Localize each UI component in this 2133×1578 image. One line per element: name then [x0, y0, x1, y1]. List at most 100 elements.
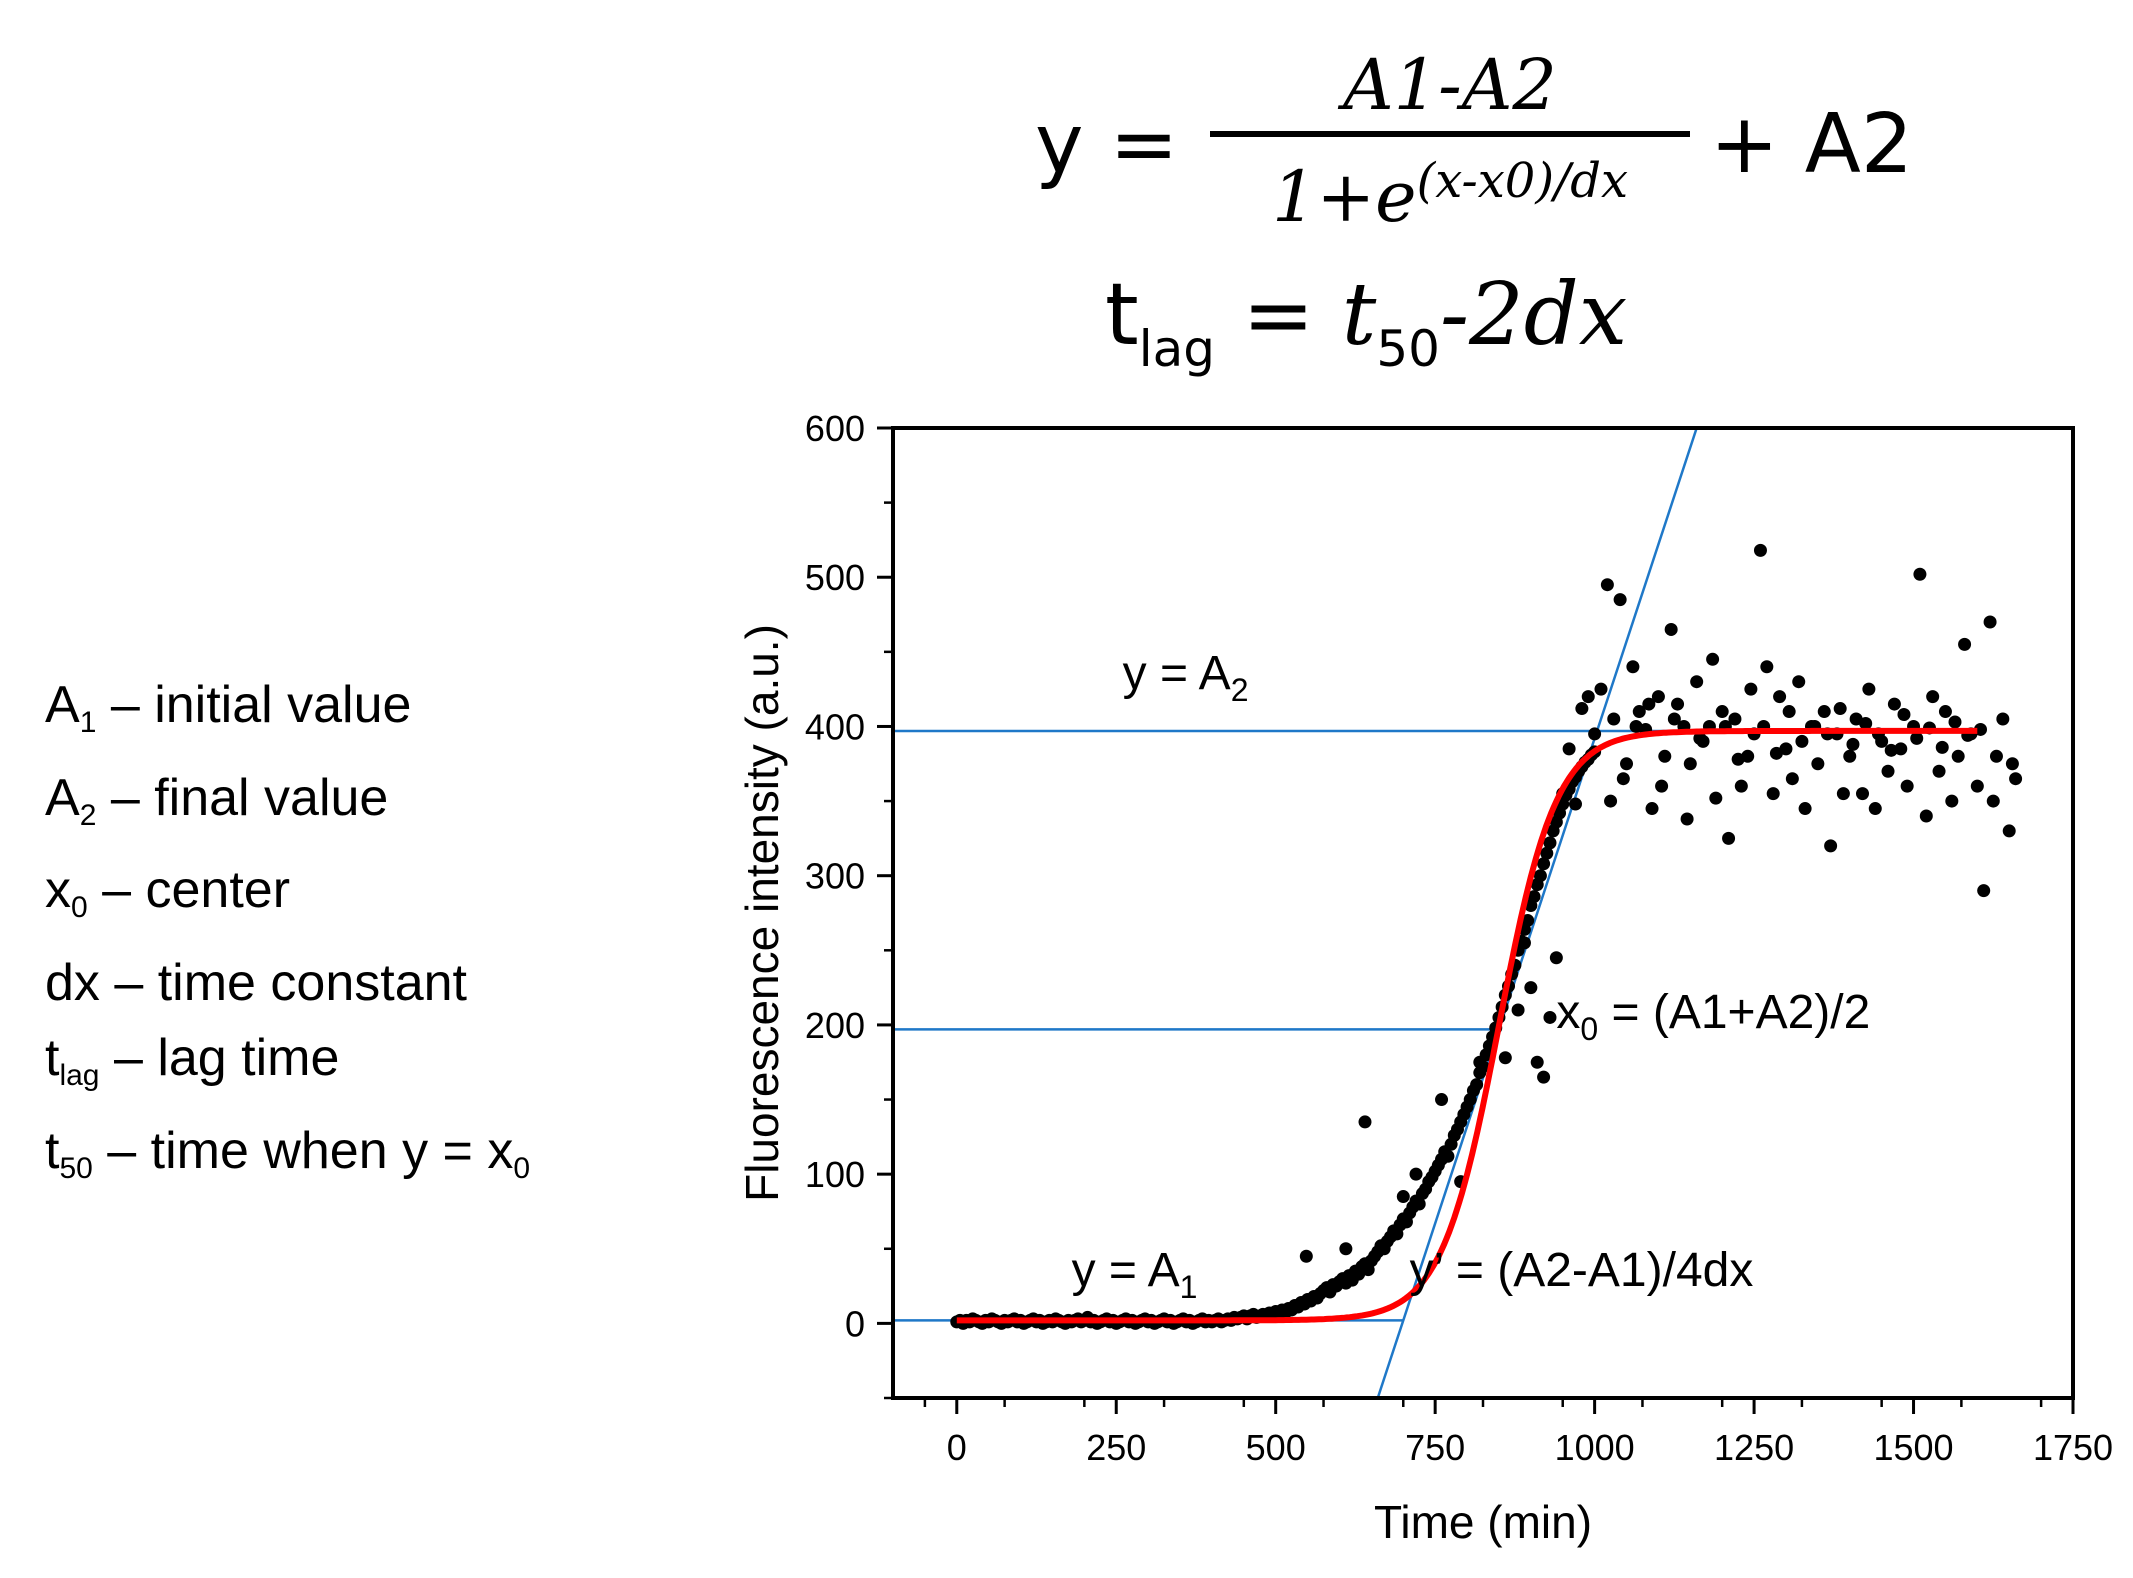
data-point: [1996, 712, 2010, 726]
data-point: [1881, 764, 1895, 778]
data-point: [1521, 913, 1535, 927]
data-point: [1667, 712, 1681, 726]
data-point: [1651, 690, 1665, 704]
x-tick-label: 1000: [1555, 1427, 1635, 1468]
data-point: [1620, 757, 1634, 771]
data-point: [1798, 802, 1812, 816]
data-point: [1473, 1055, 1487, 1069]
data-point: [1683, 757, 1697, 771]
data-point: [1856, 787, 1870, 801]
data-point: [1658, 749, 1672, 763]
legend-symbol: A: [45, 768, 80, 827]
data-point: [1970, 779, 1984, 793]
data-point: [1932, 764, 1946, 778]
legend-row-t50: t50 – time when y = x0: [45, 1114, 530, 1207]
data-point: [1358, 1115, 1372, 1129]
formula-denominator: 1+e(x-x0)/dx: [1210, 141, 1690, 237]
y-tick-label: 200: [805, 1005, 865, 1046]
data-point: [1977, 884, 1991, 898]
data-point: [1900, 779, 1914, 793]
data-point: [1604, 794, 1618, 808]
y-tick-label: 300: [805, 856, 865, 897]
legend-row-a1: A1 – initial value: [45, 668, 530, 761]
data-point: [1517, 936, 1531, 950]
data-point: [1568, 797, 1582, 811]
legend-sub: 50: [59, 1151, 93, 1185]
legend-row-a2: A2 – final value: [45, 761, 530, 854]
data-point: [1951, 749, 1965, 763]
legend-desc: – center: [87, 861, 291, 919]
data-point: [1795, 734, 1809, 748]
data-point: [1715, 705, 1729, 719]
data-point: [1894, 742, 1908, 756]
data-point: [1938, 705, 1952, 719]
data-point: [1680, 812, 1694, 826]
data-point: [1409, 1167, 1423, 1181]
data-point: [1588, 727, 1602, 741]
parameter-legend: A1 – initial value A2 – final value x0 –…: [45, 668, 530, 1206]
lag-eq: =: [1242, 265, 1315, 365]
annotation-3: y’ = (A2-A1)/4dx: [1410, 1244, 1754, 1297]
x-tick-label: 250: [1086, 1427, 1146, 1468]
lag-formula: tlag = t50-2dx: [1105, 265, 1627, 378]
data-point: [1537, 857, 1551, 871]
data-point: [1887, 697, 1901, 711]
data-point: [1693, 731, 1707, 745]
data-point: [1958, 637, 1972, 651]
legend-row-x0: x0 – center: [45, 853, 530, 946]
data-point: [1626, 660, 1640, 674]
data-point: [1926, 690, 1940, 704]
data-point: [1562, 742, 1576, 756]
data-point: [1722, 831, 1736, 845]
data-point: [1655, 779, 1669, 793]
data-point: [1671, 697, 1685, 711]
data-point: [1910, 731, 1924, 745]
data-point: [1753, 543, 1767, 557]
legend-desc: – time constant: [99, 953, 467, 1012]
data-point: [1339, 1242, 1353, 1256]
data-point: [1983, 615, 1997, 629]
x-tick-label: 1500: [1873, 1427, 1953, 1468]
data-point: [1498, 1051, 1512, 1065]
data-point: [1537, 1070, 1551, 1084]
data-point: [1811, 757, 1825, 771]
denominator-exponent: (x-x0)/dx: [1416, 153, 1629, 209]
data-point: [1824, 839, 1838, 853]
data-point: [1744, 682, 1758, 696]
data-point: [1868, 802, 1882, 816]
data-point: [1581, 690, 1595, 704]
tangent-line: [1376, 428, 1698, 1398]
data-point: [1642, 697, 1656, 711]
x-axis-title: Time (min): [1374, 1496, 1592, 1548]
data-point: [1766, 787, 1780, 801]
lag-rhs-tail: -2dx: [1439, 265, 1628, 365]
formula-numerator: A1-A2: [1343, 44, 1557, 126]
lag-rhs: t: [1341, 265, 1377, 365]
x-tick-label: 750: [1405, 1427, 1465, 1468]
legend-row-tlag: tlag – lag time: [45, 1021, 530, 1114]
data-point: [1470, 1078, 1484, 1092]
data-point: [1299, 1249, 1313, 1263]
data-point: [1441, 1149, 1455, 1163]
y-tick-label: 500: [805, 557, 865, 598]
data-point: [1731, 752, 1745, 766]
annotation-1: x0 = (A1+A2)/2: [1556, 986, 1870, 1047]
y-tick-label: 400: [805, 706, 865, 747]
data-point: [1760, 660, 1774, 674]
data-point: [1613, 593, 1627, 607]
data-point: [2005, 757, 2019, 771]
data-point: [1527, 890, 1541, 904]
x-tick-label: 1750: [2033, 1427, 2113, 1468]
data-point: [1782, 705, 1796, 719]
data-point: [1607, 712, 1621, 726]
data-point: [1843, 749, 1857, 763]
data-point: [1533, 869, 1547, 883]
data-point: [1948, 715, 1962, 729]
data-point: [1785, 772, 1799, 786]
formula-lhs: y =: [1035, 97, 1179, 192]
y-tick-label: 0: [845, 1303, 865, 1344]
formula-fraction: A1-A2 1+e(x-x0)/dx: [1210, 45, 1690, 237]
x-tick-label: 1250: [1714, 1427, 1794, 1468]
y-tick-label: 600: [805, 408, 865, 449]
legend-symbol: dx: [45, 953, 100, 1012]
